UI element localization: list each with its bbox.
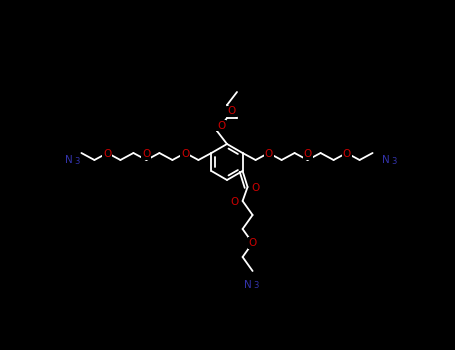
Text: O: O xyxy=(252,183,260,193)
Text: 3: 3 xyxy=(75,156,80,166)
Text: O: O xyxy=(231,197,239,207)
Text: N: N xyxy=(382,155,389,165)
Text: O: O xyxy=(248,238,257,248)
Text: O: O xyxy=(343,149,351,159)
Text: O: O xyxy=(303,149,312,159)
Text: O: O xyxy=(228,106,236,117)
Text: N: N xyxy=(244,280,252,290)
Text: O: O xyxy=(181,149,190,159)
Text: O: O xyxy=(103,149,111,159)
Text: 3: 3 xyxy=(253,281,259,290)
Text: 3: 3 xyxy=(392,156,397,166)
Text: O: O xyxy=(217,120,225,131)
Text: O: O xyxy=(142,149,151,159)
Text: O: O xyxy=(264,149,273,159)
Text: N: N xyxy=(65,155,72,165)
